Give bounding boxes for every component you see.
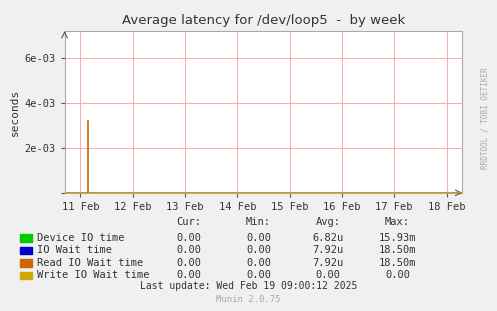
Text: RRDTOOL / TOBI OETIKER: RRDTOOL / TOBI OETIKER (481, 67, 490, 169)
Text: 0.00: 0.00 (385, 270, 410, 280)
Text: 18.50m: 18.50m (379, 258, 416, 268)
Text: Max:: Max: (385, 217, 410, 227)
Text: Write IO Wait time: Write IO Wait time (37, 270, 150, 280)
Text: Min:: Min: (246, 217, 271, 227)
Text: 0.00: 0.00 (246, 233, 271, 243)
Text: 0.00: 0.00 (246, 270, 271, 280)
Text: 0.00: 0.00 (176, 270, 201, 280)
Text: Cur:: Cur: (176, 217, 201, 227)
Text: 0.00: 0.00 (176, 233, 201, 243)
Text: 18.50m: 18.50m (379, 245, 416, 255)
Text: 7.92u: 7.92u (313, 245, 343, 255)
Text: Device IO time: Device IO time (37, 233, 125, 243)
Text: 0.00: 0.00 (176, 258, 201, 268)
Text: Avg:: Avg: (316, 217, 340, 227)
Text: 0.00: 0.00 (246, 258, 271, 268)
Text: 7.92u: 7.92u (313, 258, 343, 268)
Y-axis label: seconds: seconds (10, 88, 20, 136)
Text: 0.00: 0.00 (246, 245, 271, 255)
Text: Last update: Wed Feb 19 09:00:12 2025: Last update: Wed Feb 19 09:00:12 2025 (140, 281, 357, 290)
Text: 0.00: 0.00 (176, 245, 201, 255)
Text: 0.00: 0.00 (316, 270, 340, 280)
Text: IO Wait time: IO Wait time (37, 245, 112, 255)
Text: 15.93m: 15.93m (379, 233, 416, 243)
Text: 6.82u: 6.82u (313, 233, 343, 243)
Text: Munin 2.0.75: Munin 2.0.75 (216, 295, 281, 304)
Text: Read IO Wait time: Read IO Wait time (37, 258, 144, 268)
Title: Average latency for /dev/loop5  -  by week: Average latency for /dev/loop5 - by week (122, 14, 405, 27)
